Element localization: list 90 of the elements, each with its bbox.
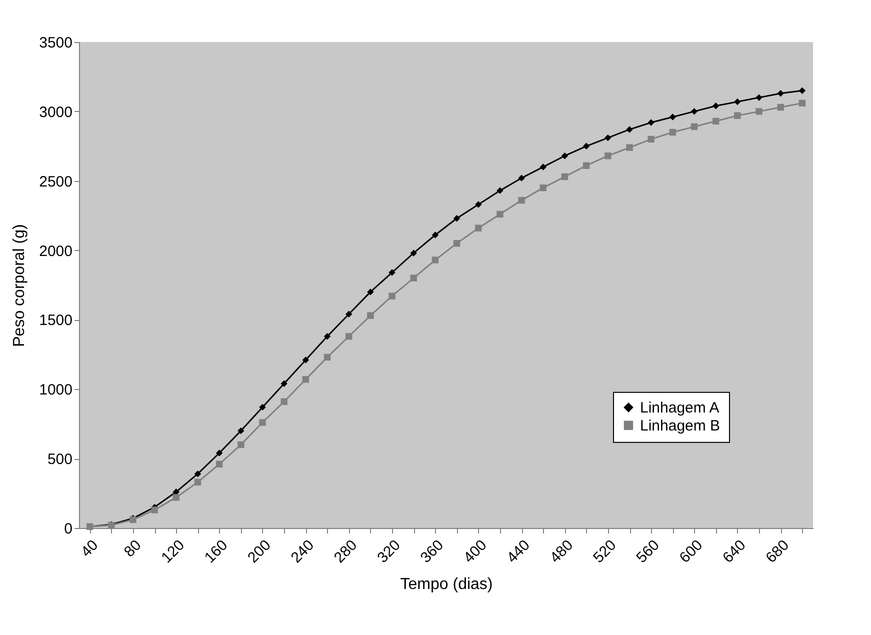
y-axis-title: Peso corporal (g) xyxy=(11,224,28,347)
point xyxy=(518,196,525,204)
point xyxy=(453,240,460,247)
point xyxy=(690,108,698,115)
x-tick-label: 600 xyxy=(676,536,706,567)
x-tick-label: 40 xyxy=(78,536,102,561)
point xyxy=(669,114,676,120)
point xyxy=(194,478,202,486)
point xyxy=(712,102,720,110)
point xyxy=(388,292,396,300)
y-tick-label: 1500 xyxy=(39,312,72,330)
x-tick-label: 160 xyxy=(201,536,232,567)
x-tick-label: 520 xyxy=(590,536,620,567)
y-tick-label: 2500 xyxy=(39,173,72,190)
x-tick-label: 440 xyxy=(504,536,534,567)
point xyxy=(669,128,676,136)
point xyxy=(280,380,288,387)
point xyxy=(432,256,439,264)
x-tick-label: 680 xyxy=(762,536,792,567)
x-tick-label: 120 xyxy=(158,536,188,567)
x-tick-label: 360 xyxy=(417,536,448,567)
point xyxy=(302,376,310,383)
point xyxy=(756,94,762,101)
point xyxy=(561,152,568,160)
point xyxy=(346,310,352,318)
point xyxy=(367,288,374,296)
point xyxy=(626,144,633,151)
y-tick-label: 1000 xyxy=(39,382,72,399)
point xyxy=(734,112,741,119)
point xyxy=(259,419,266,426)
x-axis-title: Tempo (dias) xyxy=(400,576,493,593)
legend-label: Linhagem B xyxy=(640,417,720,434)
point xyxy=(604,134,612,142)
point xyxy=(712,118,720,125)
point xyxy=(540,184,546,192)
y-tick-label: 3000 xyxy=(39,104,72,121)
point xyxy=(194,470,202,478)
point xyxy=(259,404,266,411)
point xyxy=(690,123,698,130)
point xyxy=(518,174,525,182)
point xyxy=(734,98,741,106)
x-tick-label: 560 xyxy=(633,536,663,567)
point xyxy=(496,187,504,194)
point xyxy=(302,356,310,364)
y-tick-label: 500 xyxy=(47,451,72,468)
point xyxy=(453,214,460,222)
x-tick-label: 280 xyxy=(330,536,361,567)
y-tick-label: 3500 xyxy=(39,34,72,52)
point xyxy=(238,427,244,434)
point xyxy=(410,274,417,282)
x-tick-label: 80 xyxy=(120,536,145,561)
point xyxy=(582,142,590,150)
point xyxy=(151,506,158,514)
point xyxy=(756,108,762,115)
point xyxy=(410,250,417,256)
point xyxy=(798,100,806,106)
point xyxy=(367,312,374,319)
point xyxy=(475,201,482,208)
point xyxy=(324,354,331,361)
point xyxy=(798,87,806,94)
point xyxy=(432,232,439,238)
point xyxy=(216,450,223,456)
point xyxy=(648,136,654,143)
point xyxy=(172,488,180,496)
point xyxy=(216,460,223,468)
y-tick-label: 2000 xyxy=(39,242,72,260)
point xyxy=(475,224,482,232)
x-tick-label: 240 xyxy=(288,536,318,567)
y-tick-label: 0 xyxy=(64,520,72,538)
x-tick-label: 200 xyxy=(244,536,274,567)
point xyxy=(346,333,352,340)
x-tick-label: 640 xyxy=(720,536,750,567)
point xyxy=(626,126,633,133)
point xyxy=(648,119,654,126)
x-tick-label: 320 xyxy=(374,536,404,567)
point xyxy=(561,173,568,180)
point xyxy=(388,269,396,276)
point xyxy=(496,210,504,218)
point xyxy=(540,164,546,170)
point xyxy=(238,441,244,448)
x-tick-label: 480 xyxy=(546,536,577,567)
point xyxy=(777,104,784,111)
point xyxy=(280,398,288,405)
point xyxy=(582,162,590,169)
point xyxy=(777,90,784,97)
point xyxy=(172,494,180,501)
legend-label: Linhagem A xyxy=(640,399,720,416)
point xyxy=(324,333,331,340)
point xyxy=(604,152,612,160)
x-tick-label: 400 xyxy=(460,536,490,567)
